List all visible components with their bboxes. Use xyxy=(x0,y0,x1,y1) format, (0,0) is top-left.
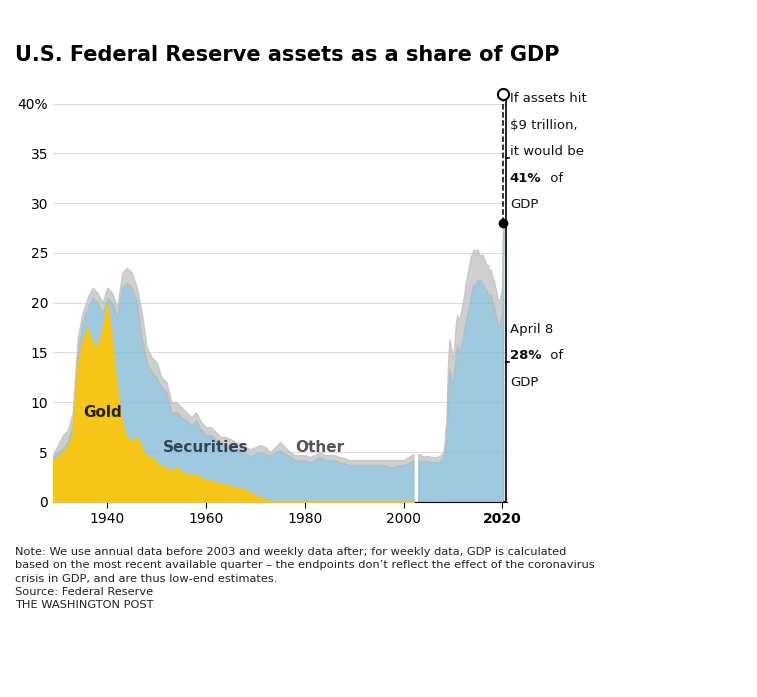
Text: Note: We use annual data before 2003 and weekly data after; for weekly data, GDP: Note: We use annual data before 2003 and… xyxy=(15,547,595,610)
Text: 41%: 41% xyxy=(510,171,541,185)
Text: of: of xyxy=(547,349,563,362)
Text: GDP: GDP xyxy=(510,198,538,211)
Text: If assets hit: If assets hit xyxy=(510,92,587,105)
Text: Gold: Gold xyxy=(83,405,122,420)
Text: $9 trillion,: $9 trillion, xyxy=(510,118,578,132)
Text: GDP: GDP xyxy=(510,376,538,389)
Text: April 8: April 8 xyxy=(510,323,553,336)
Text: Other: Other xyxy=(295,440,344,454)
Text: of: of xyxy=(547,171,563,185)
Text: it would be: it would be xyxy=(510,145,584,158)
Text: 28%: 28% xyxy=(510,349,541,362)
Text: U.S. Federal Reserve assets as a share of GDP: U.S. Federal Reserve assets as a share o… xyxy=(15,45,559,66)
Text: Securities: Securities xyxy=(164,440,249,454)
